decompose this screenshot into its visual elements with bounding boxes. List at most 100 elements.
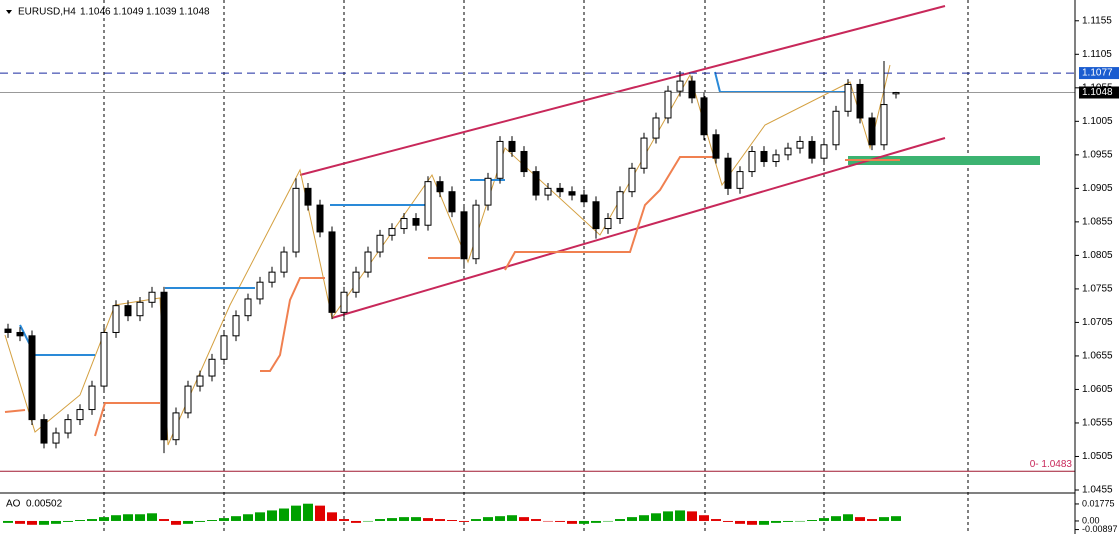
candle-body [16,331,24,337]
symbol: EURUSD,H4 [18,7,76,18]
ao-bar [603,520,613,522]
candle-body [304,187,312,206]
candle-body [748,150,756,173]
candle-body [352,271,360,293]
zigzag [4,64,891,446]
candle-body [268,271,276,283]
ao-bar [459,520,469,522]
candle-body [484,177,492,206]
ao-bar [159,519,169,521]
candle-body [148,291,156,303]
candle-body [796,140,804,149]
ao-bar [231,516,241,521]
candle-body [112,305,120,333]
ao-bar [207,520,217,521]
candle-body [364,251,372,273]
ohlc-high: 1.1049 [113,7,144,18]
ao-tick-label: 0.00 [1082,515,1100,525]
candle-body [100,331,108,387]
level-tag-label: 1.1077 [1082,68,1113,79]
ao-bar [843,514,853,521]
candle-body [628,167,636,193]
ao-bar [639,515,649,521]
y-tick-label: 1.0455 [1082,485,1113,496]
price-panel: 0- 1.0483 [0,60,1075,472]
ohlc-close: 1.1048 [179,7,210,18]
ao-bar [627,517,637,521]
orange-step [504,156,715,271]
candle-body [508,140,516,152]
ao-bar [747,520,757,525]
ao-bar [531,519,541,521]
ao-bar [387,518,397,521]
y-tick-label: 1.0755 [1082,284,1113,295]
ao-tick-label: 0.01775 [1082,498,1115,508]
candle-body [808,140,816,159]
y-tick-label: 1.1005 [1082,116,1113,127]
ao-bar [411,517,421,521]
price-tag [1079,86,1119,99]
ao-bar [267,510,277,521]
candle-body [340,291,348,313]
candle-body [292,187,300,253]
ao-bar [183,520,193,524]
ao-bar [543,520,553,522]
candle-body [196,375,204,387]
ao-bar [3,520,13,523]
ao-bar [63,520,73,522]
candle-body [208,358,216,377]
ao-bar [519,517,529,521]
ao-bar [579,520,589,524]
indicators [4,5,1040,446]
candle-body [856,83,864,119]
candle-body [736,171,744,189]
candle-body [52,432,60,444]
ao-bar [219,518,229,521]
level-tag [1079,67,1119,80]
candle-body [892,92,900,95]
candle-body [328,231,336,313]
candle-body [556,187,564,193]
ao-bar [399,517,409,521]
candle-body [772,154,780,163]
ao-bar [279,508,289,521]
candle-body [76,409,84,421]
ao-bar [831,516,841,521]
ao-bar [723,520,733,522]
candle-body [724,157,732,189]
candle-body [64,419,72,434]
ao-bar [255,512,265,521]
ao-bar [99,517,109,521]
candle-body [844,83,852,112]
candle-body [664,90,672,119]
ao-bar [555,520,565,522]
ao-tick-label: -0.00897 [1082,524,1118,534]
y-tick-label: 1.0905 [1082,183,1113,194]
price-tag-label: 1.1048 [1082,87,1113,98]
y-tick-label: 1.0705 [1082,317,1113,328]
candle-body [520,150,528,173]
candle-body [412,218,420,226]
candle-body [820,144,828,159]
ao-bar [303,503,313,521]
ao-bar [795,520,805,522]
candle-body [388,228,396,236]
candle-body [568,191,576,196]
candle-body [256,281,264,300]
candle-body [424,181,432,226]
ao-bar [771,520,781,523]
candle-body [160,291,168,441]
ao-bar [687,511,697,521]
ao-bar [567,520,577,524]
ao-name: AO [6,499,21,510]
ao-bar [483,517,493,521]
candle-body [124,305,132,317]
ao-bar [435,519,445,521]
ao-bar [75,520,85,521]
ao-current: 0.00502 [26,499,63,510]
orange-step [260,277,325,372]
candle-body [832,110,840,146]
candle-body [652,117,660,139]
